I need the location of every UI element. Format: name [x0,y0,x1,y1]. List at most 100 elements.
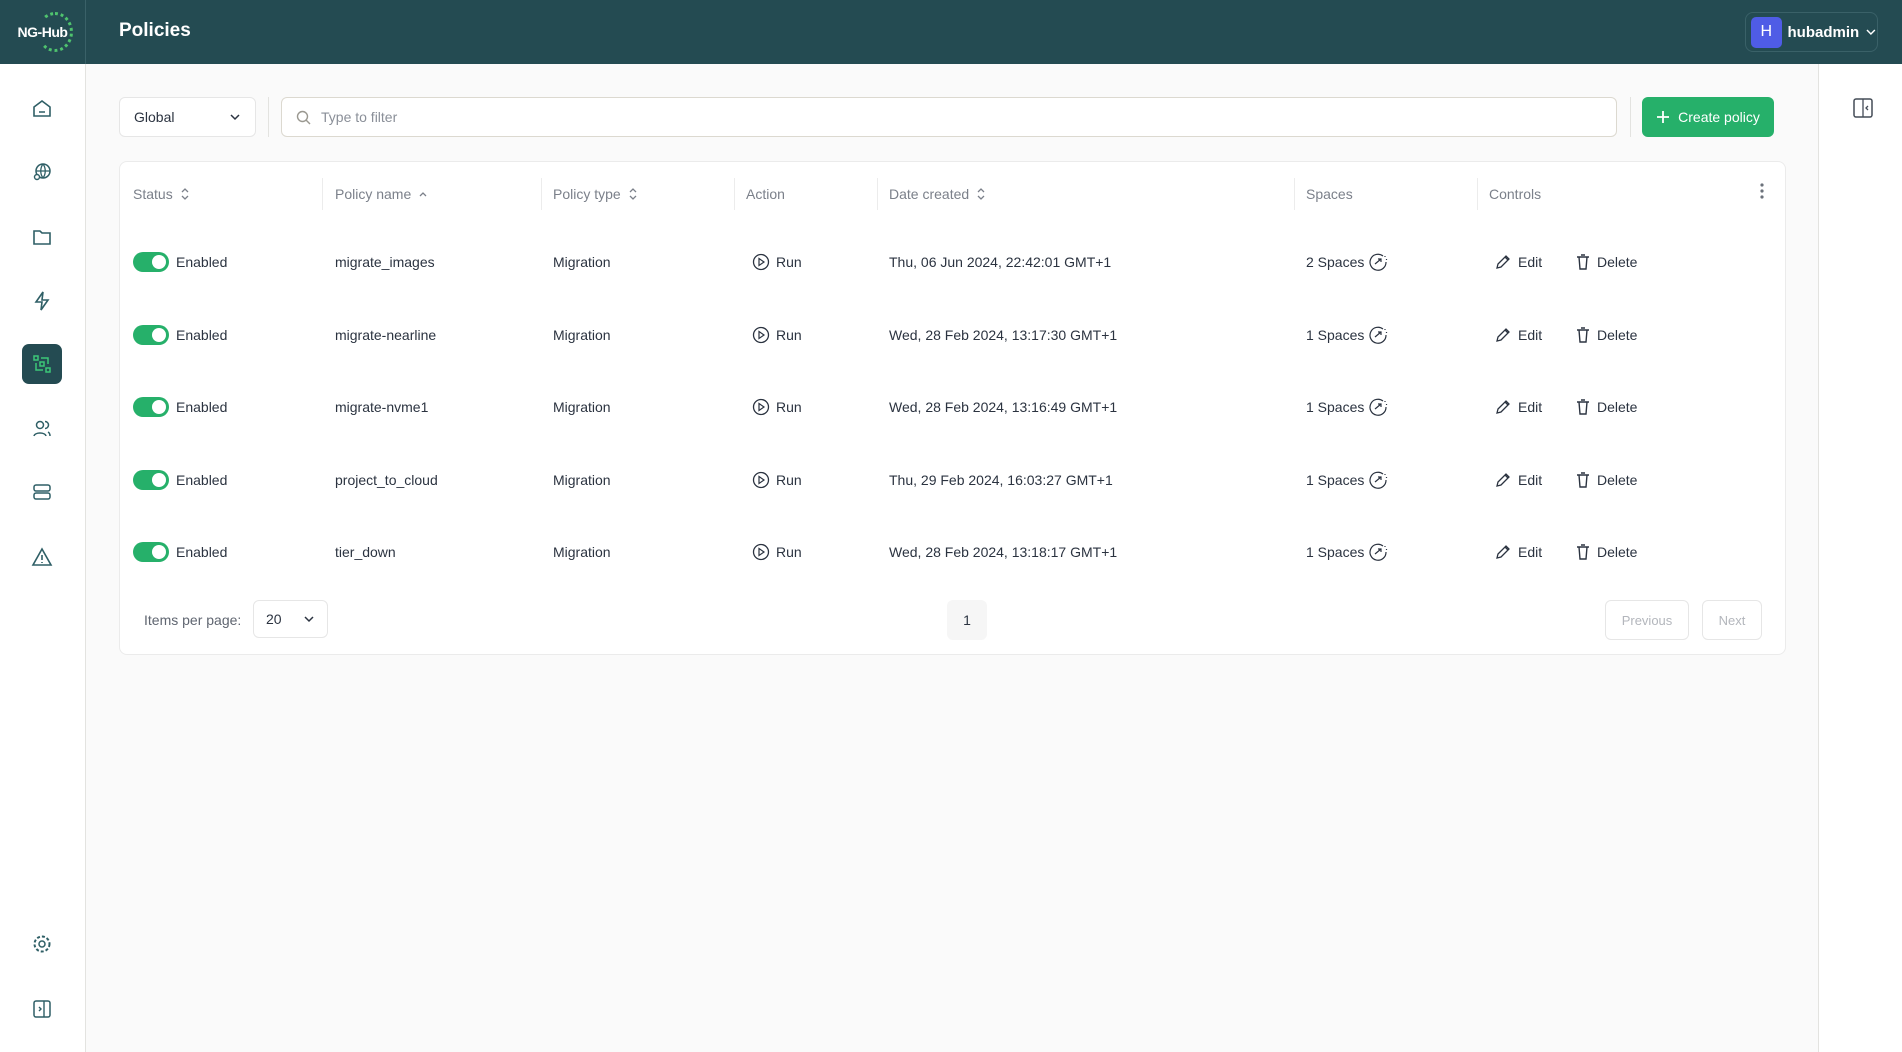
scope-value: Global [134,109,175,125]
run-button[interactable]: Run [752,542,802,562]
status-toggle[interactable] [133,397,169,417]
column-header-policy-type[interactable]: Policy type [553,184,638,204]
status-toggle[interactable] [133,469,169,490]
run-button[interactable]: Run [752,470,802,490]
column-header-policy-name[interactable]: Policy name [335,184,428,204]
policy-type: Migration [553,399,611,415]
run-label: Run [776,544,802,560]
chevron-down-icon [304,616,314,623]
edit-label: Edit [1518,326,1543,343]
toggle-panel-button[interactable] [1853,98,1873,118]
column-label: Policy type [553,186,621,202]
policy-type: Migration [553,254,611,270]
collapse-sidebar-icon [33,1000,51,1018]
play-circle-icon [752,398,770,416]
column-label: Spaces [1306,186,1353,202]
run-label: Run [776,399,802,415]
column-label: Action [746,186,785,202]
sort-ascending-icon [419,192,427,197]
items-per-page-label: Items per page: [144,612,242,628]
sidebar-item-policies[interactable] [22,344,62,384]
delete-label: Delete [1597,399,1638,415]
sidebar-item-home[interactable] [22,88,62,128]
right-panel [1818,64,1902,1052]
spaces-count: 1 Spaces [1306,399,1365,415]
search-box[interactable] [281,97,1617,137]
column-label: Date created [889,186,970,202]
column-header-spaces: Spaces [1306,184,1353,204]
status-cell: Enabled [133,469,227,490]
sidebar-item-actions[interactable] [22,281,62,321]
sort-icon [181,188,189,200]
sidebar-item-settings[interactable] [22,924,62,964]
status-toggle[interactable] [133,252,169,272]
sidebar-item-users[interactable] [22,408,62,448]
trash-icon [1577,544,1589,560]
spaces-count: 1 Spaces [1306,326,1365,343]
policy-type: Migration [553,544,611,560]
scope-select[interactable]: Global [119,97,256,137]
spaces-icon [1369,398,1388,416]
sidebar-item-files[interactable] [22,217,62,257]
run-label: Run [776,326,802,343]
items-per-page-select[interactable]: 20 [253,600,328,638]
edit-button[interactable]: Edit [1494,397,1542,417]
delete-button[interactable]: Delete [1575,252,1637,272]
edit-button[interactable]: Edit [1494,325,1542,345]
plus-icon [1657,111,1670,123]
run-button[interactable]: Run [752,397,802,417]
policy-type: Migration [553,471,611,488]
play-circle-icon [752,543,770,561]
run-label: Run [776,254,802,270]
run-button[interactable]: Run [752,252,802,272]
spaces-icon [1369,543,1388,561]
next-button[interactable]: Next [1702,600,1762,640]
table-options-button[interactable] [1759,182,1765,200]
edit-button[interactable]: Edit [1494,470,1542,490]
sort-icon [629,188,637,200]
run-button[interactable]: Run [752,325,802,345]
sort-icon [977,188,985,200]
lightning-icon [34,291,50,311]
logo[interactable]: NG-Hub [0,0,86,64]
sidebar-item-storage[interactable] [22,472,62,512]
create-policy-button[interactable]: Create policy [1642,97,1774,137]
delete-button[interactable]: Delete [1575,397,1637,417]
column-divider [322,178,323,210]
column-header-date-created[interactable]: Date created [889,184,986,204]
search-input[interactable] [321,109,1616,125]
spaces-link[interactable]: 1 Spaces [1306,542,1388,562]
page-button-1[interactable]: 1 [947,600,987,640]
sidebar-item-explore[interactable] [22,152,62,192]
column-label: Status [133,186,173,202]
status-toggle[interactable] [133,542,169,562]
delete-button[interactable]: Delete [1575,325,1637,345]
page-title: Policies [119,20,191,41]
status-toggle[interactable] [133,324,169,345]
status-cell: Enabled [133,542,227,562]
delete-button[interactable]: Delete [1575,470,1637,490]
spaces-icon [1369,326,1388,344]
spaces-link[interactable]: 1 Spaces [1306,325,1388,345]
per-page-value: 20 [266,611,282,627]
delete-button[interactable]: Delete [1575,542,1637,562]
edit-button[interactable]: Edit [1494,542,1542,562]
collapse-sidebar-button[interactable] [22,989,62,1029]
logo-mark [37,12,73,52]
spaces-link[interactable]: 1 Spaces [1306,470,1388,490]
edit-button[interactable]: Edit [1494,252,1542,272]
status-label: Enabled [176,326,228,343]
user-menu[interactable]: H hubadmin [1745,12,1878,52]
sidebar-item-alerts[interactable] [22,537,62,577]
home-icon [33,100,51,117]
previous-button[interactable]: Previous [1605,600,1689,640]
column-header-status[interactable]: Status [133,184,190,204]
spaces-count: 1 Spaces [1306,471,1365,488]
spaces-link[interactable]: 1 Spaces [1306,397,1388,417]
pencil-icon [1496,545,1510,559]
policies-table: Status Policy name Policy type Action Da… [119,161,1786,655]
column-divider [877,178,878,210]
edit-label: Edit [1518,399,1543,415]
spaces-link[interactable]: 2 Spaces [1306,252,1388,272]
pencil-icon [1496,400,1510,414]
